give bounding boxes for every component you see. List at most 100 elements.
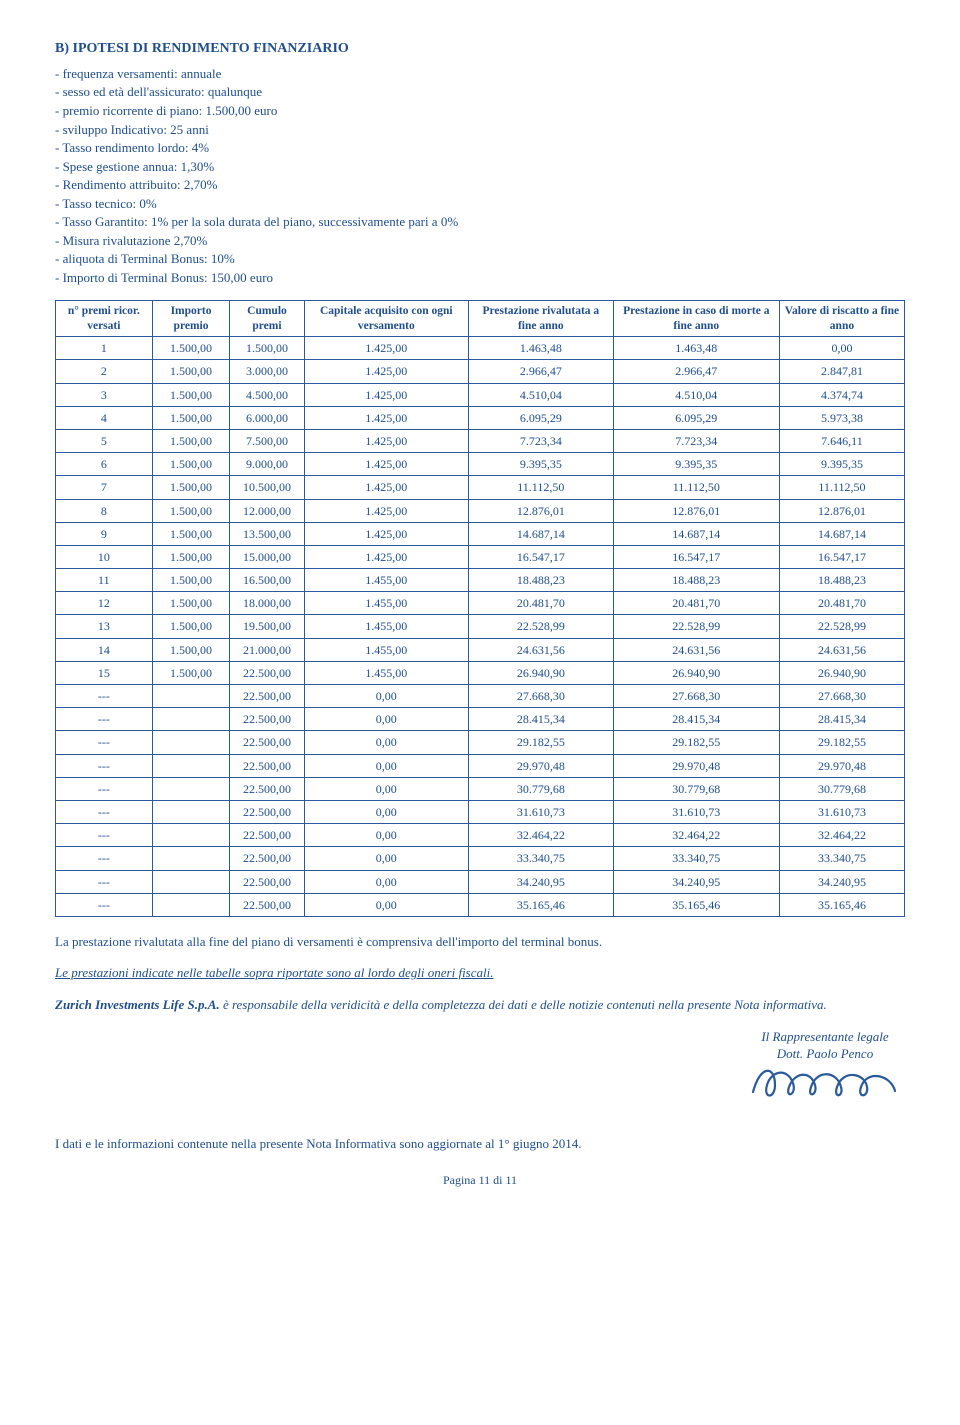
- table-cell: 0,00: [304, 893, 468, 916]
- signature-icon: [745, 1057, 905, 1107]
- table-cell: 6.095,29: [468, 406, 613, 429]
- table-cell: 3.000,00: [230, 360, 304, 383]
- table-cell: 0,00: [304, 685, 468, 708]
- table-cell: 29.182,55: [779, 731, 904, 754]
- table-cell: 0,00: [304, 870, 468, 893]
- table-cell: 16.547,17: [613, 545, 779, 568]
- table-cell: 1.455,00: [304, 592, 468, 615]
- table-cell: 1.500,00: [152, 522, 230, 545]
- table-cell: 1.500,00: [152, 476, 230, 499]
- table-cell: 1.500,00: [152, 337, 230, 360]
- table-cell: 1.425,00: [304, 545, 468, 568]
- table-cell: 35.165,46: [613, 893, 779, 916]
- table-cell: 1.455,00: [304, 615, 468, 638]
- table-cell: ---: [56, 893, 153, 916]
- table-cell: [152, 800, 230, 823]
- table-cell: 18.488,23: [468, 569, 613, 592]
- table-cell: [152, 708, 230, 731]
- table-cell: 3: [56, 383, 153, 406]
- table-cell: 1.500,00: [152, 569, 230, 592]
- table-cell: 13.500,00: [230, 522, 304, 545]
- table-cell: 1.455,00: [304, 569, 468, 592]
- assumption-line: - Tasso tecnico: 0%: [55, 195, 905, 213]
- table-row: 91.500,0013.500,001.425,0014.687,1414.68…: [56, 522, 905, 545]
- assumption-line: - Tasso Garantito: 1% per la sola durata…: [55, 213, 905, 231]
- table-row: ---22.500,000,0029.970,4829.970,4829.970…: [56, 754, 905, 777]
- table-row: 51.500,007.500,001.425,007.723,347.723,3…: [56, 429, 905, 452]
- table-cell: 7: [56, 476, 153, 499]
- table-cell: 9.395,35: [613, 453, 779, 476]
- table-cell: 14.687,14: [468, 522, 613, 545]
- table-cell: 11.112,50: [613, 476, 779, 499]
- table-cell: 1.425,00: [304, 522, 468, 545]
- table-row: ---22.500,000,0034.240,9534.240,9534.240…: [56, 870, 905, 893]
- table-cell: 33.340,75: [613, 847, 779, 870]
- table-cell: 9.000,00: [230, 453, 304, 476]
- table-cell: 22.500,00: [230, 685, 304, 708]
- table-cell: 1.463,48: [613, 337, 779, 360]
- table-row: 101.500,0015.000,001.425,0016.547,1716.5…: [56, 545, 905, 568]
- table-cell: 22.500,00: [230, 731, 304, 754]
- signature-block: Il Rappresentante legale Dott. Paolo Pen…: [55, 1028, 905, 1107]
- table-cell: 1.500,00: [152, 360, 230, 383]
- table-cell: 22.500,00: [230, 893, 304, 916]
- table-cell: 16.500,00: [230, 569, 304, 592]
- table-cell: 24.631,56: [779, 638, 904, 661]
- table-cell: 14.687,14: [613, 522, 779, 545]
- table-cell: 1.500,00: [152, 592, 230, 615]
- table-cell: 11: [56, 569, 153, 592]
- table-cell: 14: [56, 638, 153, 661]
- table-cell: 1.425,00: [304, 429, 468, 452]
- table-cell: 0,00: [304, 847, 468, 870]
- table-cell: 29.970,48: [613, 754, 779, 777]
- table-row: 131.500,0019.500,001.455,0022.528,9922.5…: [56, 615, 905, 638]
- col-header: Cumulo premi: [230, 301, 304, 337]
- table-row: ---22.500,000,0032.464,2232.464,2232.464…: [56, 824, 905, 847]
- table-cell: 4: [56, 406, 153, 429]
- table-cell: 22.500,00: [230, 800, 304, 823]
- assumption-line: - frequenza versamenti: annuale: [55, 65, 905, 83]
- table-row: ---22.500,000,0030.779,6830.779,6830.779…: [56, 777, 905, 800]
- assumption-line: - Misura rivalutazione 2,70%: [55, 232, 905, 250]
- table-cell: 30.779,68: [613, 777, 779, 800]
- table-row: ---22.500,000,0027.668,3027.668,3027.668…: [56, 685, 905, 708]
- table-cell: ---: [56, 754, 153, 777]
- table-cell: [152, 685, 230, 708]
- col-header: Prestazione rivalutata a fine anno: [468, 301, 613, 337]
- table-cell: 7.500,00: [230, 429, 304, 452]
- table-cell: 7.723,34: [613, 429, 779, 452]
- table-cell: 0,00: [304, 800, 468, 823]
- assumption-line: - Tasso rendimento lordo: 4%: [55, 139, 905, 157]
- table-cell: 1.425,00: [304, 453, 468, 476]
- assumption-line: - Spese gestione annua: 1,30%: [55, 158, 905, 176]
- table-cell: 1.455,00: [304, 638, 468, 661]
- table-cell: 34.240,95: [468, 870, 613, 893]
- table-cell: 16.547,17: [468, 545, 613, 568]
- table-cell: 20.481,70: [613, 592, 779, 615]
- table-cell: 0,00: [779, 337, 904, 360]
- table-cell: [152, 870, 230, 893]
- table-cell: 1.500,00: [152, 615, 230, 638]
- table-cell: 1.500,00: [152, 638, 230, 661]
- table-cell: 1.425,00: [304, 337, 468, 360]
- projection-table: n° premi ricor. versati Importo premio C…: [55, 300, 905, 916]
- table-row: 141.500,0021.000,001.455,0024.631,5624.6…: [56, 638, 905, 661]
- table-cell: ---: [56, 685, 153, 708]
- table-cell: 0,00: [304, 731, 468, 754]
- table-header-row: n° premi ricor. versati Importo premio C…: [56, 301, 905, 337]
- table-cell: 28.415,34: [613, 708, 779, 731]
- table-cell: 21.000,00: [230, 638, 304, 661]
- table-cell: 20.481,70: [779, 592, 904, 615]
- table-cell: 10.500,00: [230, 476, 304, 499]
- table-cell: 22.500,00: [230, 870, 304, 893]
- signature-title: Il Rappresentante legale: [745, 1028, 905, 1046]
- table-cell: 2.847,81: [779, 360, 904, 383]
- assumption-line: - aliquota di Terminal Bonus: 10%: [55, 250, 905, 268]
- table-cell: 2: [56, 360, 153, 383]
- table-cell: 1.425,00: [304, 360, 468, 383]
- table-cell: 31.610,73: [613, 800, 779, 823]
- table-cell: 12.876,01: [613, 499, 779, 522]
- table-cell: 10: [56, 545, 153, 568]
- table-cell: 12.000,00: [230, 499, 304, 522]
- note-after-table: La prestazione rivalutata alla fine del …: [55, 933, 905, 951]
